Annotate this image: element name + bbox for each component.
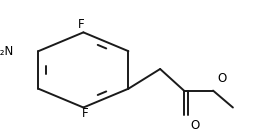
- Text: O: O: [217, 72, 226, 85]
- Text: F: F: [82, 107, 88, 120]
- Text: O: O: [191, 119, 200, 132]
- Text: H₂N: H₂N: [0, 45, 15, 58]
- Text: F: F: [77, 18, 84, 31]
